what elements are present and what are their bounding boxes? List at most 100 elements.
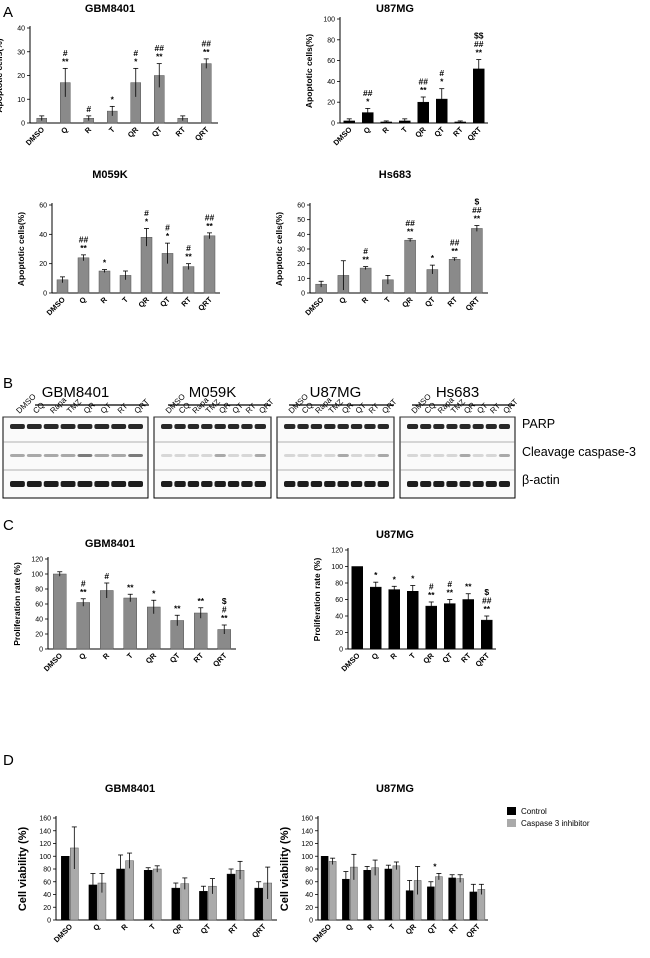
blot-band (187, 424, 200, 429)
x-tick-label: RT (446, 295, 460, 309)
y-tick-label: 40 (327, 79, 335, 86)
blot-band (60, 424, 76, 429)
bar-caspase-3-inhibitor (125, 860, 134, 921)
blot-band (284, 424, 296, 429)
significance-marker: $ (475, 197, 480, 207)
significance-marker: # (165, 223, 170, 233)
significance-marker: ** (156, 52, 163, 62)
chart-title: M059K (92, 169, 128, 181)
significance-marker: $ (222, 596, 227, 606)
blot-band (350, 454, 363, 457)
significance-marker: # (144, 208, 149, 218)
x-tick-label: DMSO (331, 125, 353, 147)
x-tick-label: Q (344, 922, 355, 933)
significance-marker: # (429, 581, 434, 591)
blot-band (498, 424, 510, 429)
x-tick-label: QR (170, 922, 185, 937)
blot-band (310, 454, 323, 457)
blot-band (485, 481, 497, 487)
significance-marker: ## (405, 218, 415, 228)
blot-band (446, 454, 458, 457)
blot-band (407, 454, 419, 457)
legend-label-control: Control (521, 807, 547, 816)
x-tick-label: DMSO (311, 922, 333, 944)
blot-band (43, 481, 59, 487)
significance-marker: # (81, 578, 86, 588)
y-tick-label: 30 (17, 49, 25, 56)
lane-label: RT (367, 402, 381, 416)
y-tick-label: 160 (301, 816, 313, 823)
significance-marker: ## (205, 212, 215, 222)
x-tick-label: T (125, 651, 135, 661)
significance-marker: ** (474, 214, 481, 224)
lane-label: QR (82, 400, 97, 415)
x-tick-label: RT (451, 125, 465, 139)
chart-title: U87MG (376, 3, 414, 15)
chart-title: GBM8401 (85, 3, 135, 15)
bar-control (61, 856, 70, 921)
x-tick-label: R (83, 125, 94, 136)
lane-label: QT (99, 401, 113, 415)
y-tick-label: 120 (39, 841, 51, 848)
bar (100, 590, 114, 650)
significance-marker: # (439, 68, 444, 78)
y-tick-label: 120 (331, 548, 343, 555)
x-tick-label: T (408, 651, 418, 661)
y-tick-label: 20 (305, 905, 313, 912)
blot-band (324, 424, 336, 429)
x-tick-label: RT (459, 651, 473, 665)
blot-band (128, 424, 143, 429)
x-tick-label: R (360, 295, 371, 306)
blot-band (111, 454, 127, 457)
blot-band (472, 454, 484, 457)
blot-band (77, 454, 93, 457)
x-tick-label: R (365, 922, 376, 933)
y-axis-label: Apoptotic cells(%) (274, 212, 284, 286)
band-label-actin: β-actin (522, 473, 560, 487)
blot-band (324, 454, 336, 457)
significance-marker: # (86, 104, 91, 114)
legend-swatch-control (507, 807, 516, 815)
blot-band (77, 481, 93, 487)
significance-marker: $ (484, 587, 489, 597)
significance-marker: $$ (474, 31, 484, 41)
y-tick-label: 60 (297, 203, 305, 210)
x-tick-label: RT (227, 922, 241, 936)
significance-marker: ** (420, 85, 427, 95)
significance-marker: ** (483, 604, 490, 614)
blot-band (472, 481, 484, 487)
x-tick-label: QT (432, 125, 446, 139)
blot-band (128, 454, 143, 457)
blot-band (241, 424, 253, 429)
lane-label: CQ (31, 401, 46, 416)
blot-band (254, 454, 266, 457)
bar (53, 573, 67, 650)
significance-marker: * (374, 570, 378, 580)
x-tick-label: Q (91, 922, 102, 933)
x-tick-label: QT (158, 295, 172, 309)
significance-marker: ** (475, 48, 482, 58)
x-tick-label: Q (77, 295, 88, 306)
y-tick-label: 100 (301, 854, 313, 861)
significance-marker: ** (221, 613, 228, 623)
blot-band (94, 481, 110, 487)
significance-marker: ** (80, 243, 87, 253)
significance-marker: ## (202, 38, 212, 48)
blot-band (26, 481, 42, 487)
x-tick-label: T (400, 125, 410, 135)
bar (444, 603, 456, 650)
y-tick-label: 80 (35, 587, 43, 594)
significance-marker: ** (197, 596, 204, 606)
x-tick-label: QR (421, 651, 436, 666)
y-tick-label: 0 (339, 647, 343, 654)
blot-band (10, 424, 25, 429)
x-tick-label: QR (144, 651, 159, 666)
blot-band (161, 481, 173, 487)
blot-band (459, 454, 471, 457)
chart-title: U87MG (376, 529, 414, 541)
x-tick-label: QR (413, 125, 428, 140)
chart-title: GBM8401 (105, 783, 155, 795)
